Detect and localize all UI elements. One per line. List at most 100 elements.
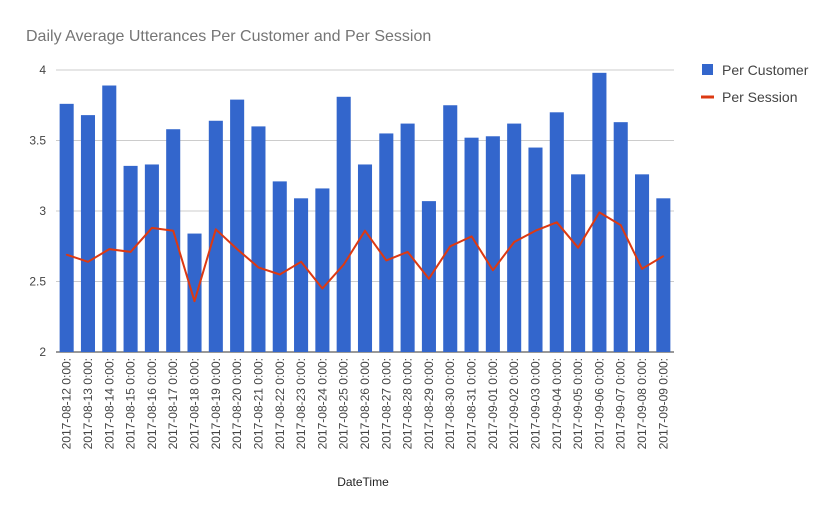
line-point <box>534 229 537 232</box>
line-point <box>321 287 324 290</box>
y-tick-label: 3 <box>39 204 46 218</box>
bar <box>208 120 223 352</box>
x-tick-label: 2017-08-21 0:00: <box>251 358 265 449</box>
x-tick-label: 2017-09-01 0:00: <box>486 358 500 449</box>
line-point <box>215 228 217 231</box>
line-point <box>300 260 302 263</box>
x-tick-label: 2017-08-20 0:00: <box>230 358 244 449</box>
bar <box>144 164 159 352</box>
line-point <box>65 253 68 256</box>
line-point <box>406 251 409 253</box>
legend-label-per-session: Per Session <box>722 89 797 105</box>
chart-title: Daily Average Utterances Per Customer an… <box>26 28 431 45</box>
line-point <box>172 229 175 232</box>
x-tick-label: 2017-09-06 0:00: <box>592 358 606 449</box>
x-axis-label: DateTime <box>337 475 389 489</box>
line-point <box>470 235 473 238</box>
line-point <box>449 245 452 248</box>
bar <box>549 112 564 352</box>
bar <box>251 126 266 353</box>
bar <box>294 198 309 352</box>
x-tick-label: 2017-08-12 0:00: <box>60 358 74 449</box>
bar <box>59 103 74 352</box>
x-tick-label: 2017-08-22 0:00: <box>273 358 287 449</box>
x-tick-label: 2017-08-31 0:00: <box>465 358 479 449</box>
x-tick-label: 2017-08-29 0:00: <box>422 358 436 449</box>
bar <box>357 164 373 352</box>
line-point <box>598 211 601 214</box>
y-tick-label: 2.5 <box>29 275 46 289</box>
bar <box>656 198 671 352</box>
x-tick-label: 2017-08-23 0:00: <box>294 358 308 449</box>
x-tick-label: 2017-08-13 0:00: <box>81 358 95 449</box>
x-tick-label: 2017-08-30 0:00: <box>443 358 457 449</box>
line-point <box>555 221 558 224</box>
x-tick-label: 2017-09-05 0:00: <box>571 358 585 449</box>
line-point <box>364 229 366 232</box>
line-point <box>151 227 153 229</box>
bar-series <box>59 72 671 353</box>
line-point <box>87 260 89 263</box>
bar <box>336 96 351 352</box>
line-point <box>193 300 196 303</box>
bar <box>166 129 181 352</box>
bar <box>187 233 202 352</box>
line-point <box>236 248 238 250</box>
bar <box>421 201 436 352</box>
bar <box>272 181 287 352</box>
x-tick-label: 2017-08-15 0:00: <box>124 358 138 449</box>
line-series <box>65 211 665 303</box>
x-tick-label: 2017-09-07 0:00: <box>614 358 628 449</box>
line-point <box>492 269 494 272</box>
bar <box>102 85 117 352</box>
x-tick-label: 2017-08-14 0:00: <box>102 358 116 449</box>
x-tick-label: 2017-09-04 0:00: <box>550 358 564 449</box>
bar <box>571 174 586 352</box>
x-tick-label: 2017-08-16 0:00: <box>145 358 159 449</box>
y-axis-ticks: 2 2.5 3 3.5 4 <box>29 63 46 359</box>
x-tick-label: 2017-09-02 0:00: <box>507 358 521 449</box>
bar <box>635 174 650 352</box>
x-axis-ticks: 2017-08-12 0:00: 2017-08-13 0:00: 2017-08-… <box>60 358 671 449</box>
bar <box>464 137 479 352</box>
line-point <box>342 263 345 266</box>
bar <box>379 133 394 352</box>
x-tick-label: 2017-08-18 0:00: <box>188 358 202 449</box>
x-tick-label: 2017-09-09 0:00: <box>656 358 670 449</box>
line-point <box>641 268 643 270</box>
bar <box>400 123 415 352</box>
x-tick-label: 2017-08-26 0:00: <box>358 358 372 449</box>
x-tick-label: 2017-08-27 0:00: <box>379 358 393 449</box>
y-tick-label: 3.5 <box>29 134 46 148</box>
line-point <box>662 255 665 257</box>
x-tick-label: 2017-08-28 0:00: <box>401 358 415 449</box>
line-point <box>619 224 622 226</box>
line-point <box>129 251 132 253</box>
bar <box>123 165 138 352</box>
x-tick-label: 2017-08-25 0:00: <box>337 358 351 449</box>
line-point <box>108 248 111 250</box>
bar <box>315 188 330 352</box>
line-point <box>513 241 515 243</box>
bar <box>230 99 245 352</box>
x-tick-label: 2017-08-19 0:00: <box>209 358 223 449</box>
x-tick-label: 2017-08-17 0:00: <box>166 358 180 449</box>
bar <box>528 147 543 352</box>
y-tick-label: 2 <box>39 345 46 359</box>
line-point <box>428 277 430 280</box>
line-point <box>278 273 281 276</box>
x-tick-label: 2017-09-08 0:00: <box>635 358 649 449</box>
legend-swatch-per-customer <box>702 64 713 75</box>
bar <box>485 136 500 352</box>
y-tick-label: 4 <box>39 63 46 77</box>
legend-label-per-customer: Per Customer <box>722 62 809 78</box>
x-tick-label: 2017-09-03 0:00: <box>528 358 542 449</box>
line-point <box>257 266 260 269</box>
bar <box>443 105 458 352</box>
bar <box>80 115 95 353</box>
bar <box>507 123 522 352</box>
line-point <box>385 259 388 262</box>
bar <box>613 122 628 352</box>
legend: Per Customer Per Session <box>701 62 809 105</box>
